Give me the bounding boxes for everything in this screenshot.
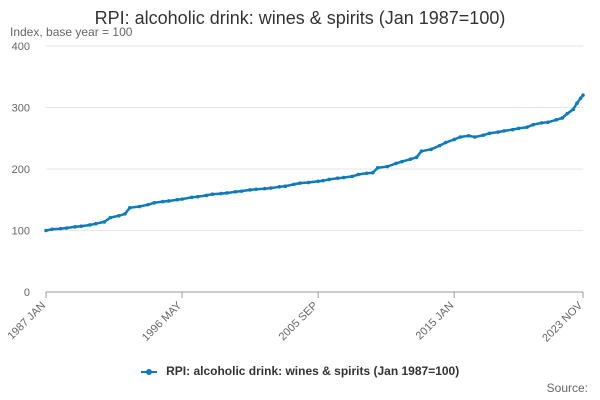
data-point [306,180,311,185]
x-tick-label: 2005 SEP [277,300,321,344]
data-point [516,126,521,131]
data-point [350,174,354,179]
data-point [160,199,165,204]
chart-title: RPI: alcoholic drink: wines & spirits (J… [94,8,506,28]
y-axis-unit-label: Index, base year = 100 [10,25,133,39]
data-point [545,120,550,125]
y-tick-label: 200 [12,164,30,176]
data-point [443,140,448,145]
data-point [531,122,535,127]
data-point [452,137,457,142]
data-point [437,143,442,148]
x-tick-label: 2023 NOV [540,299,585,344]
data-point [371,170,375,175]
legend-line-marker-icon [140,368,157,375]
y-tick-label: 400 [12,41,30,53]
x-axis: 1987 JAN 1996 MAY 2005 SEP 2015 JAN 2023 NOV [5,291,586,344]
y-tick-label: 0 [24,287,30,299]
data-point [233,189,238,194]
data-point [356,172,361,177]
data-point [292,182,296,187]
data-point [180,197,184,201]
data-point [210,192,215,197]
data-point [175,197,180,202]
data-point [262,186,267,191]
legend-label: RPI: alcoholic drink: wines & spirits (J… [166,364,460,378]
data-point [94,221,98,226]
data-point [408,157,413,161]
data-point [327,177,331,182]
data-point [204,193,209,198]
data-point [298,181,302,185]
data-point [239,189,244,193]
data-point [394,161,398,166]
data-point [137,204,142,209]
data-point [146,202,150,207]
data-point [254,187,258,192]
gridlines [46,45,583,293]
data-point [189,195,194,200]
data-point [539,121,544,125]
data-point [225,191,229,195]
data-point [575,101,579,105]
data-point [277,185,282,189]
data-point [321,178,325,183]
data-point [248,188,252,192]
data-point [510,127,515,132]
data-point [268,186,273,190]
data-point [578,96,583,101]
data-point [316,179,320,184]
data-point [341,175,346,180]
data-point [364,171,369,176]
x-tick-label: 1987 JAN [5,300,48,343]
data-point [108,215,113,220]
data-point [335,176,340,181]
data-point [429,147,433,152]
data-point [414,155,419,160]
data-point [419,149,424,153]
data-point [128,205,132,210]
data-point [219,191,223,196]
source-label: Source: [546,381,588,395]
data-point [400,159,404,164]
data-point [123,212,127,216]
data-point [560,116,565,120]
data-point [44,228,48,233]
x-tick-label: 2015 JAN [414,300,457,343]
data-point [50,227,54,232]
series-layer [44,93,585,233]
data-point [581,93,585,97]
data-point [64,226,69,230]
data-point [166,199,171,203]
y-tick-label: 300 [12,103,30,115]
y-tick-label: 100 [12,226,30,238]
data-point [73,225,77,229]
data-point [102,220,107,224]
data-point [571,107,576,112]
data-point [152,201,156,205]
data-point [117,213,121,218]
data-point [283,184,288,189]
legend: RPI: alcoholic drink: wines & spirits (J… [0,364,600,378]
data-point [487,131,492,136]
data-point [87,223,92,227]
series-line [44,93,585,232]
data-point [196,194,200,199]
x-tick-label: 1996 MAY [140,299,185,344]
data-point [375,165,380,170]
data-point [385,164,390,169]
data-point [565,111,570,116]
data-point [473,135,477,139]
data-point [481,133,486,137]
data-point [466,133,471,138]
data-point [502,129,506,133]
data-point [458,135,463,139]
data-point [58,226,63,231]
data-point [554,118,559,122]
data-point [525,125,529,129]
data-point [496,130,500,134]
y-axis-ticks: 0 100 200 300 400 [12,41,30,299]
data-point [79,224,84,228]
